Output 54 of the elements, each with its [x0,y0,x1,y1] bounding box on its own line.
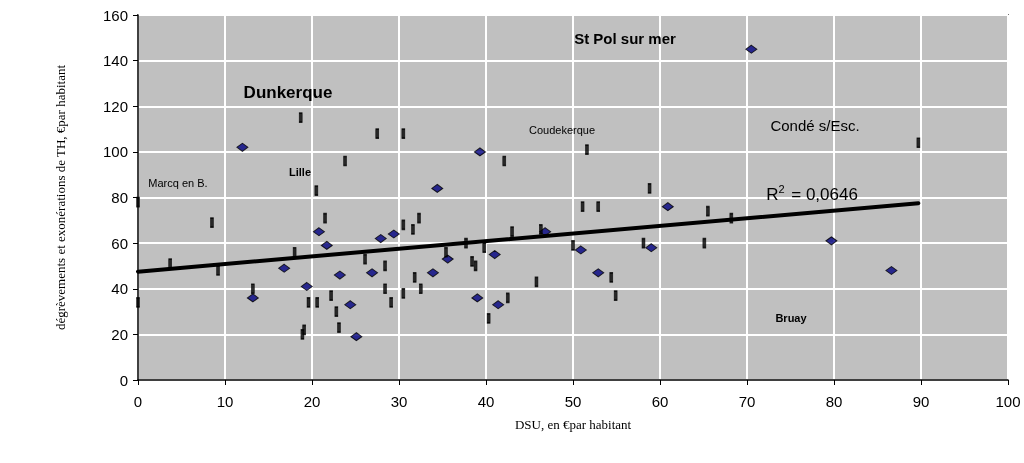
point [825,236,838,246]
point [350,332,363,342]
x-tick-label: 10 [216,393,234,410]
point [426,268,439,278]
point [312,227,325,237]
point [441,254,454,264]
point [661,202,674,212]
x-tick-label: 80 [825,393,843,410]
point [300,281,313,291]
point [471,293,484,303]
x-axis-title: DSU, en €par habitant [514,417,632,432]
y-tick-label: 20 [111,325,128,343]
x-tick-label: 100 [995,393,1021,410]
annotation: Coudekerque [528,124,596,136]
annotation: Lille [288,166,312,178]
y-tick-label: 60 [111,234,128,252]
point [488,250,501,260]
point [574,245,587,255]
y-tick-label: 160 [102,6,128,24]
y-axis-title: dégrèvements et exonérations de TH, €par habitant [52,64,68,331]
y-tick-label: 40 [111,280,128,298]
y-tick-label: 100 [102,143,128,161]
point [431,183,444,193]
x-tick-label: 40 [477,393,495,410]
y-tick-label: 0 [119,371,128,389]
x-tick-label: 90 [912,393,930,410]
point [645,243,658,253]
y-tick-label: 80 [111,189,128,206]
x-tick-label: 50 [564,393,582,410]
point [246,293,259,303]
point [278,263,291,273]
point [492,300,505,310]
annotation: St Pol sur mer [574,29,677,47]
point [333,270,346,280]
point [745,44,758,54]
y-tick-label: 140 [102,52,128,70]
point [236,142,249,152]
x-tick-label: 60 [651,393,669,410]
y-tick-label: 120 [102,97,128,115]
x-tick-label: 0 [133,393,143,410]
annotation: Marcq en B. [148,177,208,189]
x-tick-label: 70 [738,393,756,410]
x-tick-label: 20 [303,393,321,410]
point [592,268,605,278]
point [473,147,486,157]
point [374,234,387,244]
point [366,268,379,278]
annotation: Dunkerque [243,82,333,102]
point [387,229,400,239]
annotation: Condé s/Esc. [770,116,860,134]
x-tick-label: 30 [390,393,408,410]
point [320,240,333,250]
annotation: Bruay [775,312,808,324]
point [344,300,357,310]
